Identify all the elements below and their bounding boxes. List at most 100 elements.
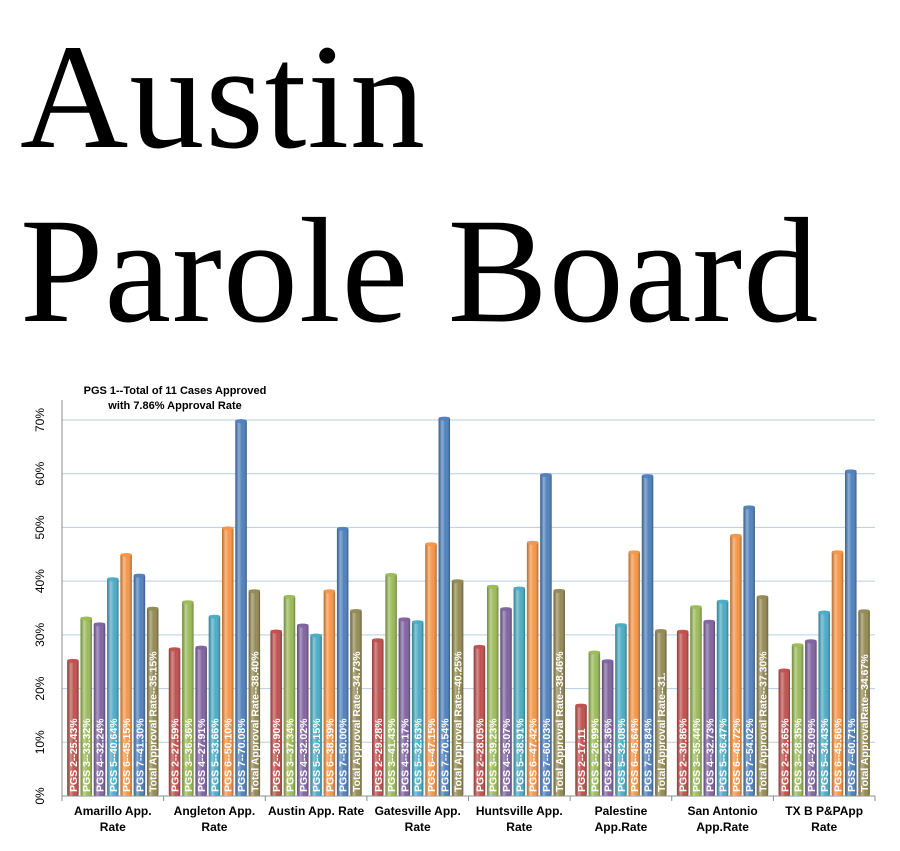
bar-shine bbox=[831, 550, 844, 796]
data-label: PGS 5--40.64% bbox=[108, 718, 120, 792]
category-label-line: Rate bbox=[811, 820, 837, 834]
bar-shine bbox=[168, 647, 181, 796]
bar-top bbox=[297, 623, 309, 628]
y-tick-label: 10% bbox=[33, 730, 47, 754]
data-label: PGS 4--32.73% bbox=[704, 718, 716, 792]
bar-shine bbox=[703, 620, 716, 796]
data-label: PGS 5--30.15% bbox=[311, 718, 323, 792]
data-label: PGS 2--28.05% bbox=[474, 718, 486, 792]
data-label: PGS 6--48.72% bbox=[731, 718, 743, 792]
bar-top bbox=[588, 650, 601, 655]
bar-shine bbox=[526, 541, 539, 796]
bar-top bbox=[500, 607, 512, 612]
bar-shine bbox=[845, 469, 857, 796]
data-label: PGS 6--45.15% bbox=[121, 718, 133, 792]
bar-shine bbox=[743, 505, 755, 796]
category-label-line: Rate bbox=[506, 820, 532, 834]
category-label-line: Gatesville App. bbox=[375, 804, 461, 818]
category-label-line: App.Rate bbox=[696, 820, 749, 834]
bar-shine bbox=[575, 704, 587, 796]
data-label: PGS 6--45.66% bbox=[832, 718, 844, 792]
category-label: Huntsville App. Rate bbox=[476, 804, 563, 834]
bar-top bbox=[805, 639, 817, 644]
data-label: Total Approval Rate--38.46% bbox=[554, 651, 566, 792]
bar-top bbox=[601, 659, 614, 664]
data-label: Total Approval Rate--34.73% bbox=[351, 651, 363, 792]
bar-top bbox=[690, 605, 702, 610]
bar-shine bbox=[182, 600, 194, 796]
bar-shine bbox=[195, 646, 207, 796]
bars bbox=[67, 416, 870, 796]
bar-top bbox=[398, 617, 411, 622]
bar-top bbox=[526, 540, 539, 545]
bar-shine bbox=[80, 617, 92, 796]
data-label: PGS 4--35.07% bbox=[501, 718, 513, 792]
bar-shine bbox=[438, 417, 451, 796]
bar-shine bbox=[270, 630, 282, 796]
data-label: PGS 3--35.44% bbox=[691, 718, 703, 792]
bar-shine bbox=[486, 585, 499, 796]
bar-top bbox=[93, 622, 106, 627]
approval-rate-bar-chart: 0%10%20%30%40%50%60%70% PGS 2--25.43% PGS… bbox=[33, 385, 876, 834]
y-tick-label: 0% bbox=[33, 787, 47, 805]
bar-shine bbox=[323, 589, 336, 796]
data-label: PGS 3--41.43% bbox=[386, 718, 398, 792]
bar-top bbox=[310, 633, 322, 638]
bar-shine bbox=[93, 622, 106, 796]
data-label: PGS 3--37.34% bbox=[284, 718, 296, 792]
bar-top bbox=[655, 628, 667, 633]
bar-top bbox=[575, 703, 587, 708]
bar-shine bbox=[676, 630, 689, 796]
category-label-line: App.Rate bbox=[595, 820, 648, 834]
bar-shine bbox=[67, 659, 79, 796]
category-label: Austin App. Rate bbox=[268, 804, 365, 818]
bar-top bbox=[451, 579, 464, 584]
data-label: PGS 2--23.65% bbox=[779, 718, 791, 792]
bar-shine bbox=[730, 534, 742, 796]
bar-shine bbox=[500, 607, 512, 796]
data-label: PGS 6--45.64% bbox=[629, 718, 641, 792]
bar-top bbox=[411, 620, 424, 625]
bar-shine bbox=[451, 579, 464, 796]
bar-shine bbox=[385, 573, 397, 796]
data-label: PGS 3--36.36% bbox=[183, 718, 195, 792]
bar-top bbox=[756, 595, 769, 600]
category-label-line: Palestine bbox=[595, 804, 648, 818]
data-label: PGS 5--36.47% bbox=[718, 718, 730, 792]
data-label: PGS 6--50.10% bbox=[223, 718, 235, 792]
data-label: PGS 6--47.15% bbox=[426, 718, 438, 792]
data-label: PGS 3--39.23% bbox=[488, 718, 500, 792]
bar-shine bbox=[235, 419, 247, 796]
category-label-line: Rate bbox=[100, 820, 126, 834]
category-labels: Amarillo App. Rate Angleton App. Rate Austin… bbox=[74, 804, 863, 834]
bar-top bbox=[858, 609, 870, 614]
data-label: PGS 7--70.08% bbox=[236, 718, 248, 792]
bar-shine bbox=[791, 643, 804, 796]
data-label: PGS 5--32.08% bbox=[616, 718, 628, 792]
y-tick-label: 40% bbox=[33, 569, 47, 593]
bar-shine bbox=[690, 605, 702, 796]
bar-shine bbox=[372, 638, 384, 796]
bar-shine bbox=[805, 639, 817, 796]
bar-top bbox=[778, 668, 791, 673]
data-label: PGS 5--34.43% bbox=[819, 718, 831, 792]
bar-shine bbox=[297, 624, 309, 796]
data-label: PGS 7--50.00% bbox=[338, 718, 350, 792]
data-label: PGS 2--29.28% bbox=[373, 718, 385, 792]
y-tick-label: 50% bbox=[33, 515, 47, 539]
data-label: PGS 4--25.36% bbox=[603, 718, 615, 792]
bar-top bbox=[831, 550, 844, 555]
bar-top bbox=[350, 608, 362, 613]
bar-top bbox=[438, 416, 451, 421]
annotation-line: with 7.86% Approval Rate bbox=[107, 400, 241, 412]
data-label: PGS 5--38.91% bbox=[514, 718, 526, 792]
bar-shine bbox=[208, 615, 221, 796]
y-tick-label: 70% bbox=[33, 408, 47, 432]
data-label: PGS 7--60.03% bbox=[541, 718, 553, 792]
data-label: Total Approval Rate--35.15% bbox=[148, 651, 160, 792]
category-label-line: San Antonio bbox=[687, 804, 757, 818]
bar-top bbox=[80, 616, 92, 621]
bar-shine bbox=[120, 553, 132, 796]
data-label: PGS 4--27.91% bbox=[196, 718, 208, 792]
bar-top bbox=[628, 550, 640, 555]
